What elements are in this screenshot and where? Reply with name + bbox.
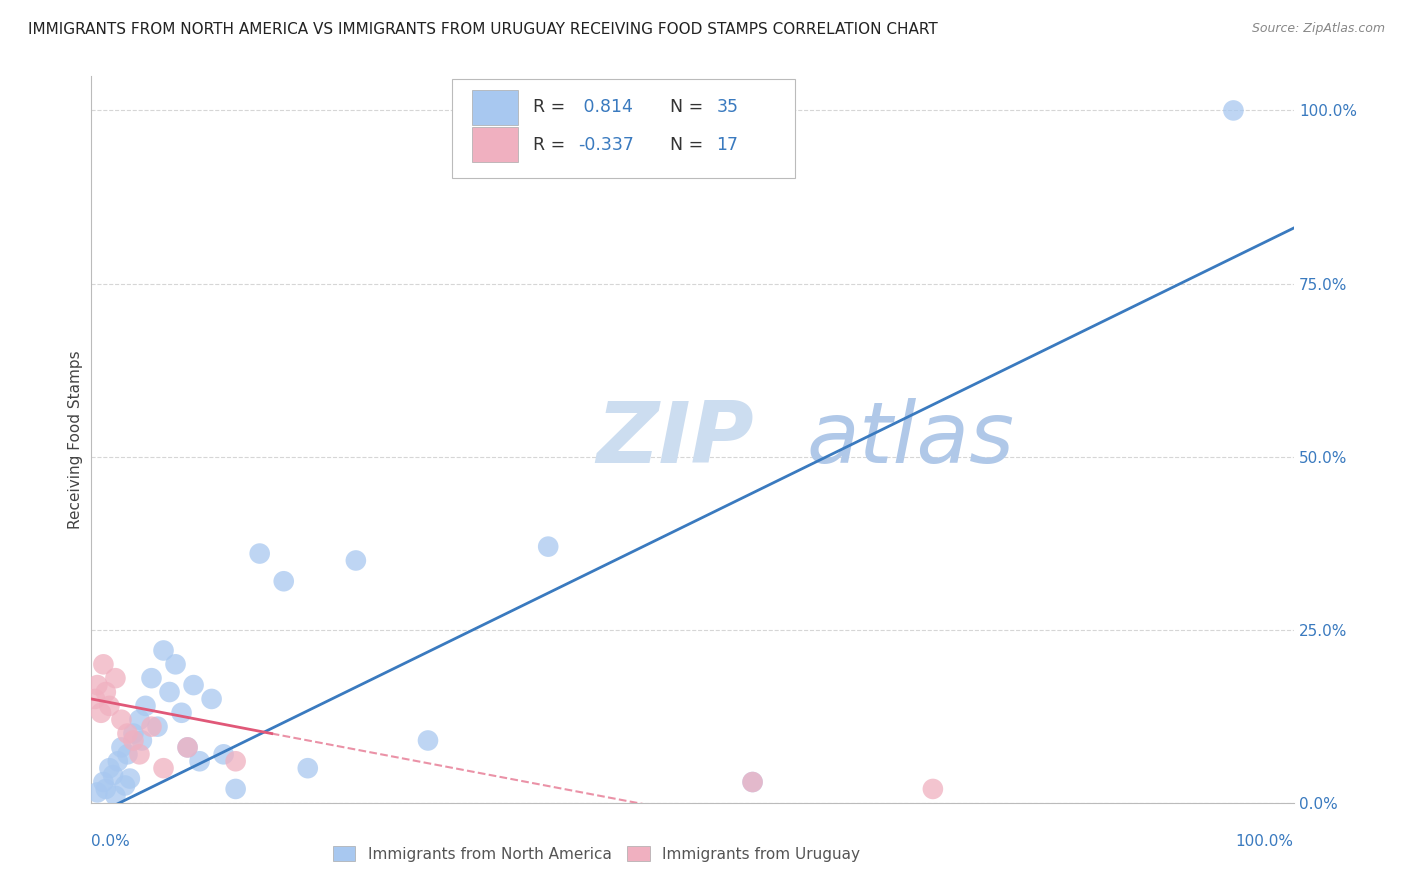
Text: -0.337: -0.337 bbox=[578, 136, 634, 154]
Point bbox=[98, 698, 121, 713]
Text: N =: N = bbox=[659, 136, 709, 154]
Point bbox=[225, 754, 247, 768]
Point bbox=[94, 685, 117, 699]
Text: 35: 35 bbox=[717, 98, 738, 116]
Point bbox=[122, 733, 145, 747]
Point bbox=[741, 775, 763, 789]
Point bbox=[152, 761, 174, 775]
Text: 0.814: 0.814 bbox=[578, 98, 633, 116]
Point bbox=[110, 713, 132, 727]
Point bbox=[141, 720, 163, 734]
Text: 100.0%: 100.0% bbox=[1236, 834, 1294, 849]
Point bbox=[176, 740, 198, 755]
Text: Source: ZipAtlas.com: Source: ZipAtlas.com bbox=[1251, 22, 1385, 36]
Point bbox=[537, 540, 560, 554]
Text: 0.0%: 0.0% bbox=[91, 834, 131, 849]
Point bbox=[104, 789, 127, 803]
Point bbox=[118, 772, 141, 786]
Point bbox=[159, 685, 181, 699]
Text: atlas: atlas bbox=[807, 398, 1015, 481]
Point bbox=[249, 547, 271, 561]
Text: IMMIGRANTS FROM NORTH AMERICA VS IMMIGRANTS FROM URUGUAY RECEIVING FOOD STAMPS C: IMMIGRANTS FROM NORTH AMERICA VS IMMIGRA… bbox=[28, 22, 938, 37]
FancyBboxPatch shape bbox=[472, 128, 519, 162]
Point bbox=[344, 553, 367, 567]
Point bbox=[86, 785, 108, 799]
Point bbox=[128, 747, 150, 762]
Point bbox=[152, 643, 174, 657]
Point bbox=[131, 733, 153, 747]
Point bbox=[1222, 103, 1244, 118]
Point bbox=[273, 574, 295, 589]
Point bbox=[141, 671, 163, 685]
Point bbox=[101, 768, 124, 782]
Point bbox=[134, 698, 156, 713]
Text: R =: R = bbox=[533, 136, 571, 154]
Point bbox=[200, 692, 222, 706]
Point bbox=[165, 657, 187, 672]
Point bbox=[212, 747, 235, 762]
Point bbox=[741, 775, 763, 789]
Point bbox=[146, 720, 169, 734]
Point bbox=[176, 740, 198, 755]
Point bbox=[104, 671, 127, 685]
Point bbox=[297, 761, 319, 775]
Point bbox=[86, 678, 108, 692]
Point bbox=[90, 706, 112, 720]
FancyBboxPatch shape bbox=[451, 79, 794, 178]
Point bbox=[94, 781, 117, 796]
Point bbox=[110, 740, 132, 755]
Point bbox=[122, 726, 145, 740]
Point bbox=[128, 713, 150, 727]
Y-axis label: Receiving Food Stamps: Receiving Food Stamps bbox=[67, 350, 83, 529]
Point bbox=[922, 781, 945, 796]
Point bbox=[416, 733, 439, 747]
FancyBboxPatch shape bbox=[472, 89, 519, 125]
Point bbox=[93, 657, 115, 672]
Text: R =: R = bbox=[533, 98, 571, 116]
Point bbox=[84, 692, 107, 706]
Legend: Immigrants from North America, Immigrants from Uruguay: Immigrants from North America, Immigrant… bbox=[326, 839, 866, 868]
Point bbox=[183, 678, 205, 692]
Point bbox=[98, 761, 121, 775]
Point bbox=[114, 779, 136, 793]
Point bbox=[117, 726, 139, 740]
Point bbox=[107, 754, 129, 768]
Text: ZIP: ZIP bbox=[596, 398, 754, 481]
Point bbox=[93, 775, 115, 789]
Point bbox=[170, 706, 193, 720]
Text: N =: N = bbox=[659, 98, 709, 116]
Point bbox=[188, 754, 211, 768]
Text: 17: 17 bbox=[717, 136, 738, 154]
Point bbox=[225, 781, 247, 796]
Point bbox=[117, 747, 139, 762]
